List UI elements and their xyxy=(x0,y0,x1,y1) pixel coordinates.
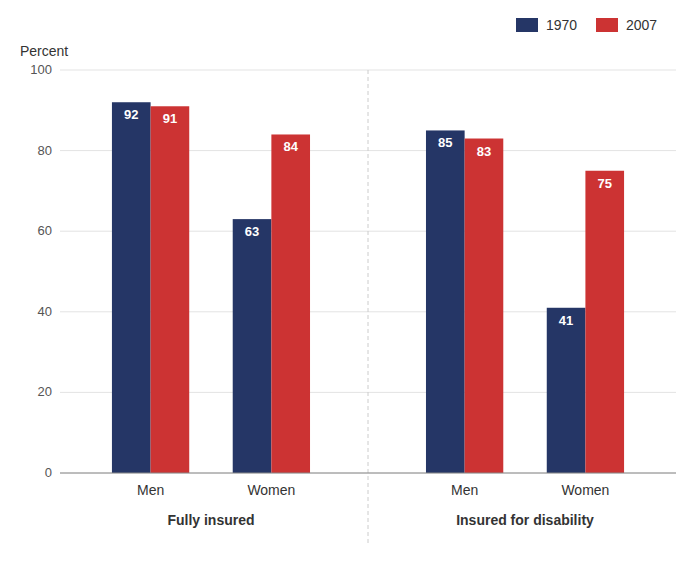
grid-line xyxy=(60,473,676,474)
chart-container: 0 20 40 60 80 100 92 63 85 41 91 84 83 75 Men Women Men W… xyxy=(0,0,700,563)
bars xyxy=(112,102,624,473)
x-axis xyxy=(60,473,676,474)
data-label: 92 xyxy=(124,107,138,122)
legend-label: 1970 xyxy=(546,17,577,33)
data-label: 84 xyxy=(283,139,298,154)
data-label: 75 xyxy=(598,176,612,191)
bar xyxy=(233,219,272,473)
x-tick-label: Women xyxy=(247,482,295,498)
legend: 1970 2007 xyxy=(516,17,657,33)
data-label: 91 xyxy=(163,111,177,126)
bar xyxy=(426,130,465,473)
x-tick-label: Men xyxy=(451,482,478,498)
bar xyxy=(112,102,151,473)
data-label: 83 xyxy=(477,144,491,159)
bar xyxy=(271,134,310,473)
y-tick-label: 60 xyxy=(38,223,52,238)
bar xyxy=(547,308,586,473)
grid xyxy=(60,70,676,473)
bar xyxy=(585,171,624,473)
x-tick-label: Men xyxy=(137,482,164,498)
bar xyxy=(151,106,190,473)
section-label: Fully insured xyxy=(167,512,254,528)
y-axis-label: Percent xyxy=(20,43,68,59)
y-tick-label: 20 xyxy=(38,384,52,399)
y-tick-label: 0 xyxy=(45,465,52,480)
data-label: 85 xyxy=(438,135,452,150)
section-divider xyxy=(368,70,369,543)
data-labels: 92 63 85 41 91 84 83 75 xyxy=(124,107,612,328)
data-label: 41 xyxy=(559,313,573,328)
bar xyxy=(465,139,504,473)
legend-swatch xyxy=(516,18,538,32)
y-tick-label: 100 xyxy=(30,62,52,77)
legend-label: 2007 xyxy=(626,17,657,33)
y-tick-label: 80 xyxy=(38,143,52,158)
legend-swatch xyxy=(596,18,618,32)
data-label: 63 xyxy=(245,224,259,239)
x-tick-label: Women xyxy=(561,482,609,498)
chart: 0 20 40 60 80 100 92 63 85 41 91 84 83 75 Men Women Men W… xyxy=(0,0,700,563)
y-tick-label: 40 xyxy=(38,304,52,319)
section-label: Insured for disability xyxy=(456,512,594,528)
